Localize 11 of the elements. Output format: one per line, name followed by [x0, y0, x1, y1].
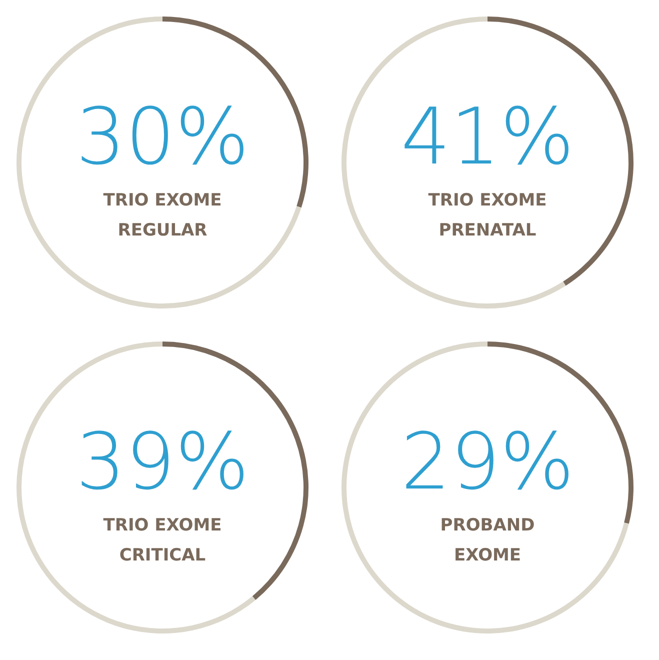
data-label: 30% [76, 92, 250, 182]
text: TRIO EXOME PRENATAL [428, 190, 547, 240]
data-label: 41% [400, 92, 574, 182]
text: TRIO EXOME REGULAR [103, 190, 222, 240]
data-label: 29% [400, 418, 574, 508]
text: PROBAND EXOME [440, 516, 535, 566]
donut-slice [342, 342, 629, 634]
donut-slice [16, 16, 302, 308]
donut-slice [16, 342, 256, 634]
text: TRIO EXOME CRITICAL [103, 516, 222, 566]
data-label: 39% [76, 418, 250, 508]
